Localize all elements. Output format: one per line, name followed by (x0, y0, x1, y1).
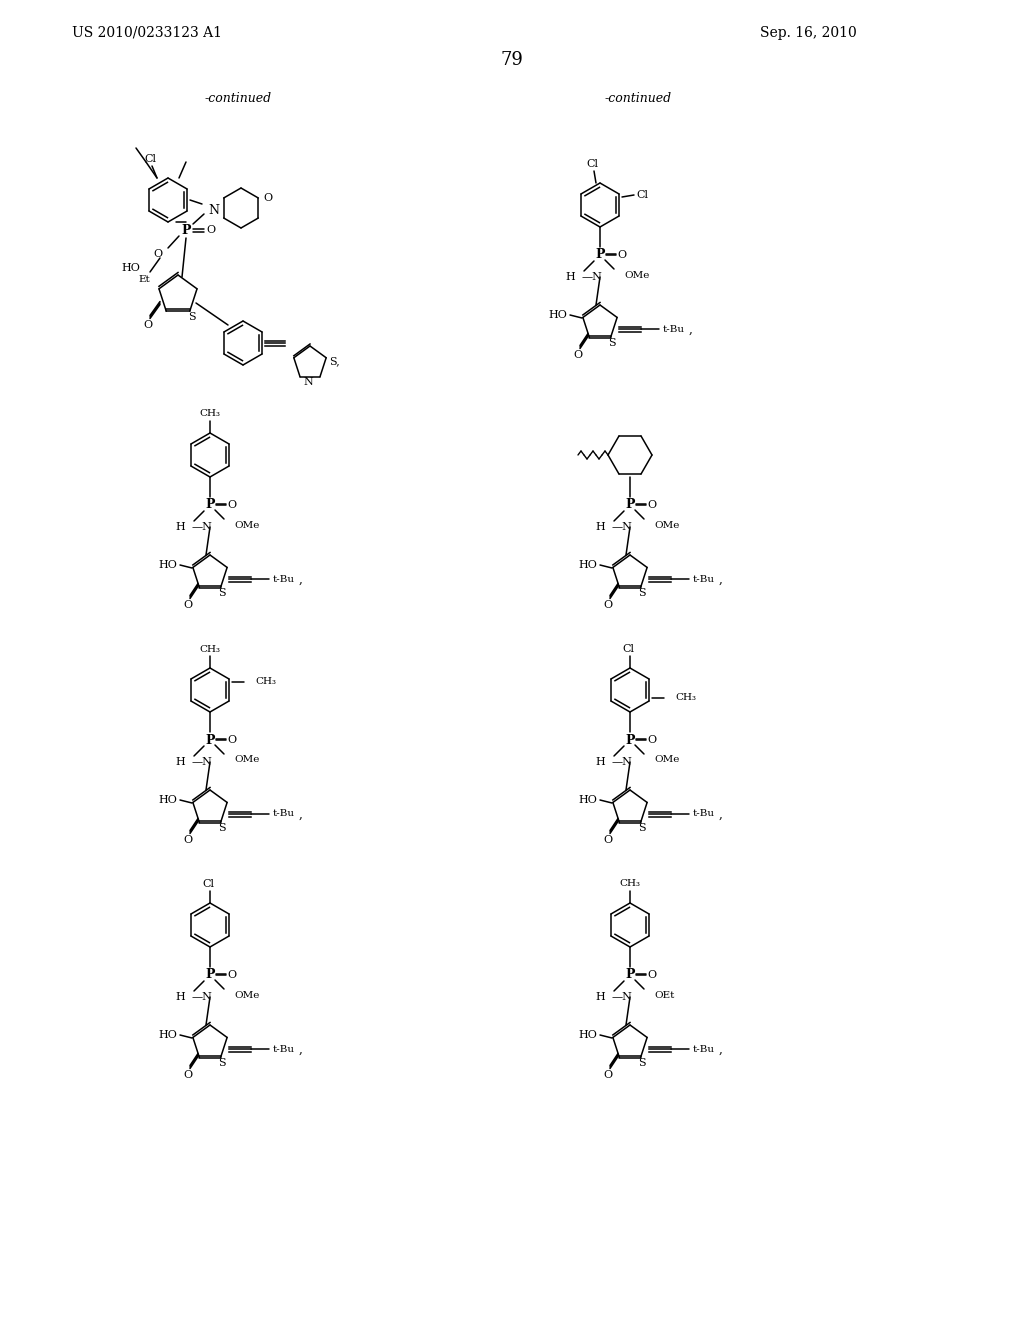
Text: Sep. 16, 2010: Sep. 16, 2010 (760, 26, 857, 40)
Text: OMe: OMe (234, 755, 259, 764)
Text: OMe: OMe (654, 520, 679, 529)
Text: Cl: Cl (636, 190, 648, 201)
Text: OMe: OMe (234, 990, 259, 999)
Text: O: O (183, 601, 193, 610)
Text: OMe: OMe (654, 755, 679, 764)
Text: O: O (647, 970, 656, 979)
Text: P: P (205, 969, 215, 982)
Text: S: S (218, 1059, 226, 1068)
Text: HO: HO (579, 1030, 597, 1040)
Text: O: O (603, 1071, 612, 1080)
Text: ,: , (299, 1043, 303, 1056)
Text: t-Bu: t-Bu (693, 574, 715, 583)
Text: US 2010/0233123 A1: US 2010/0233123 A1 (72, 26, 222, 40)
Text: O: O (603, 836, 612, 845)
Text: P: P (205, 499, 215, 511)
Text: —N: —N (193, 521, 213, 532)
Text: O: O (183, 836, 193, 845)
Text: S: S (638, 587, 646, 598)
Text: —N: —N (612, 993, 633, 1002)
Text: —N: —N (612, 521, 633, 532)
Text: O: O (603, 601, 612, 610)
Text: O: O (143, 319, 153, 330)
Text: HO: HO (159, 1030, 177, 1040)
Text: H: H (175, 993, 185, 1002)
Text: ,: , (719, 808, 723, 821)
Text: Cl: Cl (586, 158, 598, 169)
Text: CH₃: CH₃ (200, 409, 220, 418)
Text: —N: —N (193, 993, 213, 1002)
Text: N: N (208, 203, 219, 216)
Text: ,: , (299, 573, 303, 586)
Text: HO: HO (579, 795, 597, 805)
Text: CH₃: CH₃ (675, 693, 696, 702)
Text: Cl: Cl (202, 879, 214, 888)
Text: CH₃: CH₃ (255, 677, 276, 686)
Text: P: P (626, 734, 635, 747)
Text: O: O (617, 249, 627, 260)
Text: ,: , (719, 573, 723, 586)
Text: —N: —N (193, 756, 213, 767)
Text: —N: —N (612, 756, 633, 767)
Text: t-Bu: t-Bu (273, 1044, 295, 1053)
Text: O: O (227, 500, 237, 510)
Text: S: S (608, 338, 615, 348)
Text: S,: S, (329, 356, 340, 366)
Text: HO: HO (579, 560, 597, 570)
Text: CH₃: CH₃ (620, 879, 640, 888)
Text: H: H (595, 993, 605, 1002)
Text: H: H (595, 521, 605, 532)
Text: OEt: OEt (654, 990, 675, 999)
Text: t-Bu: t-Bu (693, 809, 715, 818)
Text: P: P (181, 223, 190, 236)
Text: O: O (227, 735, 237, 744)
Text: P: P (626, 969, 635, 982)
Text: O: O (264, 193, 272, 203)
Text: P: P (595, 248, 605, 261)
Text: O: O (647, 500, 656, 510)
Text: 79: 79 (501, 51, 523, 69)
Text: H: H (175, 756, 185, 767)
Text: P: P (626, 499, 635, 511)
Text: t-Bu: t-Bu (273, 809, 295, 818)
Text: P: P (205, 734, 215, 747)
Text: ,: , (719, 1043, 723, 1056)
Text: OMe: OMe (624, 271, 649, 280)
Text: t-Bu: t-Bu (693, 1044, 715, 1053)
Text: HO: HO (122, 263, 140, 273)
Text: O: O (207, 224, 216, 235)
Text: OMe: OMe (234, 520, 259, 529)
Text: ,: , (689, 322, 693, 335)
Text: CH₃: CH₃ (200, 644, 220, 653)
Text: S: S (638, 1059, 646, 1068)
Text: H: H (595, 756, 605, 767)
Text: O: O (183, 1071, 193, 1080)
Text: O: O (153, 249, 162, 259)
Text: N: N (303, 378, 313, 387)
Text: -continued: -continued (604, 91, 672, 104)
Text: O: O (573, 350, 583, 360)
Text: O: O (227, 970, 237, 979)
Text: S: S (218, 587, 226, 598)
Text: HO: HO (549, 310, 567, 319)
Text: S: S (188, 312, 196, 322)
Text: Et: Et (138, 275, 150, 284)
Text: t-Bu: t-Bu (273, 574, 295, 583)
Text: O: O (647, 735, 656, 744)
Text: Cl: Cl (144, 154, 156, 164)
Text: H: H (565, 272, 575, 282)
Text: ,: , (299, 808, 303, 821)
Text: H: H (175, 521, 185, 532)
Text: Cl: Cl (622, 644, 634, 653)
Text: -continued: -continued (205, 91, 271, 104)
Text: S: S (638, 822, 646, 833)
Text: —N: —N (582, 272, 603, 282)
Text: HO: HO (159, 560, 177, 570)
Text: S: S (218, 822, 226, 833)
Text: t-Bu: t-Bu (663, 325, 685, 334)
Text: HO: HO (159, 795, 177, 805)
